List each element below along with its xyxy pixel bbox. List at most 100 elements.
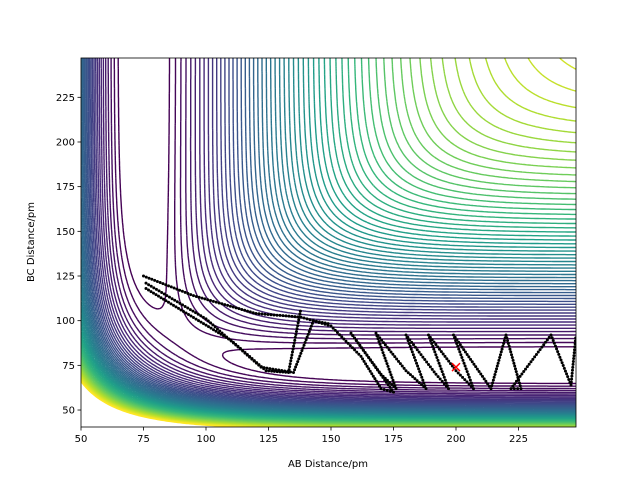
trajectory-point xyxy=(295,362,299,366)
trajectory-point xyxy=(326,323,330,327)
trajectory-point xyxy=(278,313,282,317)
trajectory-point xyxy=(158,281,162,285)
contour-level xyxy=(90,58,576,404)
trajectory-point xyxy=(298,309,302,313)
trajectory-point xyxy=(423,358,427,362)
trajectory-point xyxy=(477,370,481,374)
trajectory-point xyxy=(268,367,272,371)
trajectory-point xyxy=(511,358,515,362)
trajectory-point xyxy=(181,303,185,307)
trajectory-point xyxy=(384,359,388,363)
trajectory-point xyxy=(360,346,364,350)
trajectory-point xyxy=(271,367,275,371)
trajectory-point xyxy=(447,359,451,363)
trajectory-point xyxy=(517,381,521,385)
trajectory-point xyxy=(189,293,193,297)
trajectory-point xyxy=(393,355,397,359)
trajectory-point xyxy=(516,387,520,391)
trajectory-point xyxy=(436,358,440,362)
x-marker-icon xyxy=(451,362,461,372)
trajectory-point xyxy=(460,356,464,360)
trajectory-point xyxy=(302,316,306,320)
trajectory-point xyxy=(559,358,563,362)
trajectory-point xyxy=(544,340,548,344)
y-axis-label: BC Distance/pm xyxy=(26,202,37,282)
trajectory-point xyxy=(489,387,493,391)
trajectory-point xyxy=(425,360,429,364)
trajectory-point xyxy=(217,301,221,305)
trajectory-point xyxy=(513,367,517,371)
trajectory-point xyxy=(144,275,148,279)
trajectory-point xyxy=(422,381,426,385)
trajectory-point xyxy=(474,365,478,369)
trajectory-point xyxy=(377,339,381,343)
trajectory-point xyxy=(552,341,556,345)
trajectory-point xyxy=(227,337,231,341)
y-tick-label: 200 xyxy=(56,137,75,148)
trajectory-point xyxy=(296,315,300,319)
trajectory-point xyxy=(290,353,294,357)
contour-level xyxy=(85,58,576,408)
trajectory-point xyxy=(468,378,472,382)
trajectory-point xyxy=(299,351,303,355)
trajectory-point xyxy=(472,387,475,391)
trajectory-point xyxy=(183,304,187,308)
contour-level xyxy=(102,58,576,395)
contour-level xyxy=(82,58,576,409)
trajectory-point xyxy=(296,321,300,325)
trajectory-point xyxy=(323,322,327,326)
trajectory-point xyxy=(368,369,372,373)
contour-level xyxy=(93,58,576,402)
trajectory-point xyxy=(234,306,238,310)
trajectory-point xyxy=(172,303,175,307)
trajectory-point xyxy=(432,347,436,351)
trajectory-point xyxy=(382,387,386,391)
trajectory-point xyxy=(465,370,469,374)
trajectory-point xyxy=(383,356,387,360)
trajectory-point xyxy=(305,335,309,339)
trajectory-point xyxy=(149,290,153,294)
contour-level xyxy=(81,58,576,415)
contour-level xyxy=(81,58,576,419)
x-tick-label: 75 xyxy=(137,434,150,445)
trajectory-point xyxy=(299,315,303,319)
trajectory-point xyxy=(220,302,224,306)
trajectory-point xyxy=(252,359,256,363)
trajectory-point xyxy=(354,338,358,342)
trajectory-point xyxy=(275,313,279,317)
trajectory-point xyxy=(388,370,392,374)
trajectory-point xyxy=(419,353,423,357)
trajectory-point xyxy=(397,359,400,363)
contour-level xyxy=(104,58,576,394)
trajectory-point xyxy=(467,355,471,359)
trajectory-point xyxy=(410,350,414,354)
trajectory-point xyxy=(469,381,473,385)
trajectory-point xyxy=(301,346,305,350)
trajectory-point xyxy=(573,348,576,352)
trajectory-point xyxy=(289,359,293,363)
trajectory-point xyxy=(424,387,428,391)
trajectory-point xyxy=(351,334,355,338)
trajectory-point xyxy=(309,324,313,328)
x-tick-label: 150 xyxy=(321,434,340,445)
trajectory-point xyxy=(574,336,576,340)
trajectory-point xyxy=(506,339,510,343)
trajectory-point xyxy=(514,379,518,383)
trajectory-point xyxy=(415,379,419,383)
trajectory-point xyxy=(209,326,213,330)
trajectory-point xyxy=(408,338,412,342)
trajectory-point xyxy=(367,367,371,371)
trajectory-point xyxy=(566,375,570,379)
trajectory-point xyxy=(374,331,378,335)
trajectory-point xyxy=(307,330,311,334)
trajectory-point xyxy=(283,369,287,373)
trajectory-point xyxy=(385,345,389,349)
trajectory-point xyxy=(571,365,575,369)
trajectory-point xyxy=(461,358,465,362)
trajectory-point xyxy=(300,349,304,353)
trajectory-point xyxy=(292,370,295,374)
trajectory-point xyxy=(427,333,430,337)
trajectory-point xyxy=(197,319,200,323)
trajectory-point xyxy=(162,292,166,296)
trajectory-point xyxy=(438,377,442,381)
